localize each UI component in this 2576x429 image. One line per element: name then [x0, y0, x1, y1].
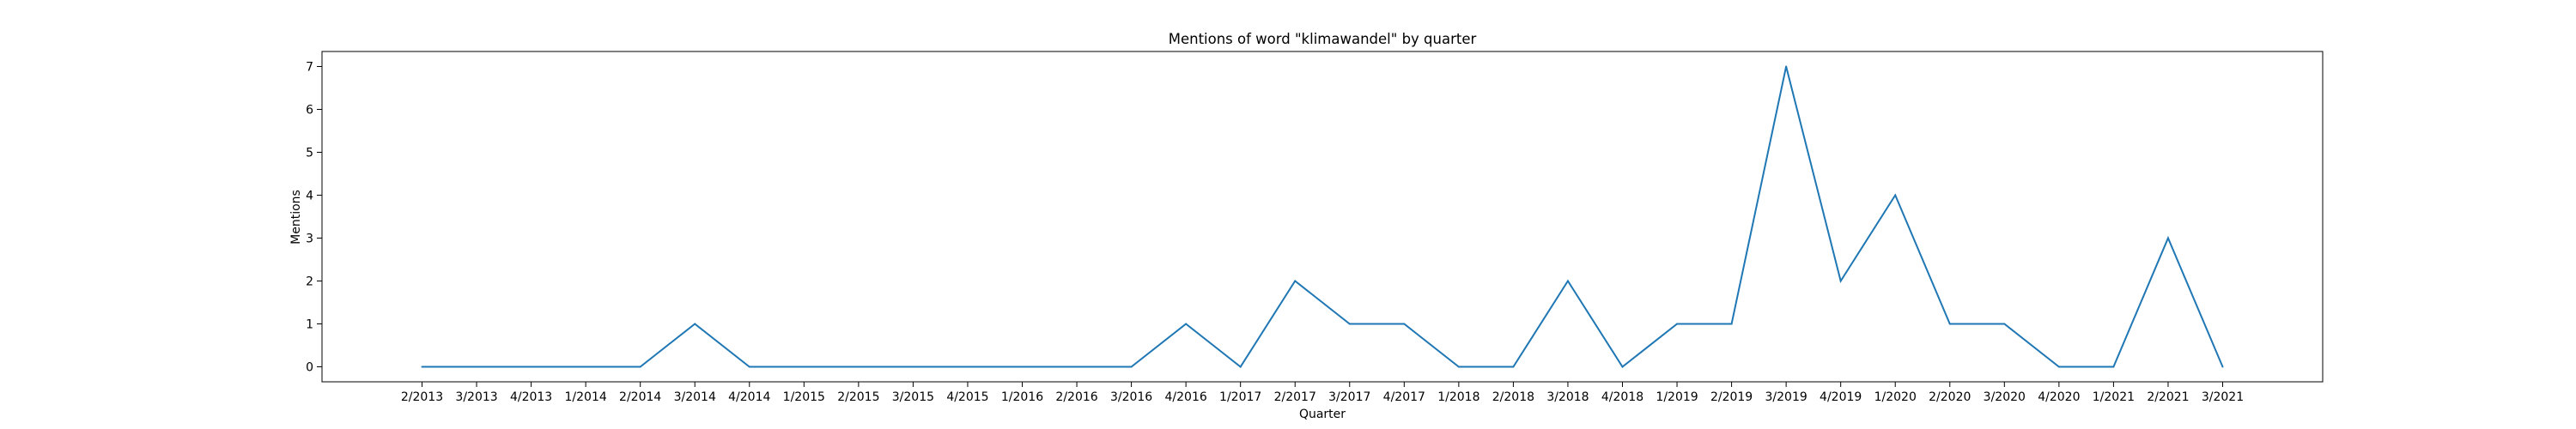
x-tick-label: 4/2014: [728, 390, 770, 404]
data-point: [1457, 366, 1460, 368]
data-point: [2166, 237, 2169, 239]
data-point: [912, 366, 914, 368]
x-tick-label: 3/2017: [1328, 390, 1370, 404]
x-tick-label: 1/2019: [1656, 390, 1698, 404]
x-tick-label: 3/2020: [1984, 390, 2026, 404]
x-tick-label: 2/2015: [837, 390, 879, 404]
data-point: [1566, 280, 1569, 282]
x-tick-label: 2/2018: [1492, 390, 1534, 404]
data-point: [1512, 366, 1515, 368]
data-point: [1130, 366, 1133, 368]
data-point: [1948, 323, 1951, 325]
y-tick-label: 0: [306, 361, 313, 375]
y-axis-title: Mentions: [289, 190, 303, 245]
data-point: [966, 366, 969, 368]
x-tick-label: 1/2015: [783, 390, 825, 404]
x-tick-label: 2/2017: [1274, 390, 1316, 404]
x-tick-label: 4/2015: [946, 390, 988, 404]
y-tick-label: 4: [306, 190, 313, 203]
x-tick-label: 3/2019: [1765, 390, 1807, 404]
data-point: [639, 366, 641, 368]
y-tick-label: 6: [306, 104, 313, 118]
x-tick-label: 1/2016: [1001, 390, 1043, 404]
data-point: [421, 366, 423, 368]
x-tick-label: 3/2016: [1110, 390, 1152, 404]
x-tick-label: 4/2017: [1383, 390, 1425, 404]
data-point: [1076, 366, 1078, 368]
x-tick-label: 1/2017: [1219, 390, 1261, 404]
x-tick-label: 2/2020: [1929, 390, 1971, 404]
data-point: [1785, 65, 1788, 68]
data-point: [1021, 366, 1024, 368]
x-tick-label: 2/2016: [1055, 390, 1097, 404]
data-point: [1839, 280, 1842, 282]
x-tick-label: 1/2014: [565, 390, 607, 404]
x-tick-label: 4/2018: [1601, 390, 1643, 404]
x-tick-label: 4/2020: [2038, 390, 2080, 404]
x-tick-label: 3/2018: [1546, 390, 1589, 404]
x-tick-label: 1/2020: [1874, 390, 1917, 404]
x-tick-label: 4/2019: [1820, 390, 1862, 404]
y-tick-label: 3: [306, 233, 313, 246]
data-point: [1239, 366, 1242, 368]
plot-area: [321, 51, 2324, 383]
x-tick-label: 2/2013: [401, 390, 443, 404]
data-point: [530, 366, 532, 368]
x-tick-label: 1/2021: [2093, 390, 2135, 404]
series-line: [422, 66, 2224, 368]
data-point: [1294, 280, 1297, 282]
data-point: [857, 366, 860, 368]
y-tick-label: 1: [306, 318, 313, 332]
y-tick-label: 7: [306, 61, 313, 75]
y-axis: 0 1 2 3 4 5 6 7: [306, 61, 322, 375]
chart-title: Mentions of word "klimawandel" by quarte…: [1169, 31, 1477, 47]
data-point: [585, 366, 587, 368]
y-tick-label: 2: [306, 275, 313, 289]
x-tick-label: 2/2021: [2147, 390, 2189, 404]
x-axis: 2/2013 3/2013 4/2013 1/2014 2/2014 3/2014 4/20…: [401, 382, 2244, 404]
data-point: [1894, 194, 1897, 196]
data-point: [1730, 323, 1733, 325]
data-point: [2057, 366, 2060, 368]
series-points: [421, 65, 2224, 368]
x-tick-label: 1/2018: [1437, 390, 1479, 404]
data-point: [2112, 366, 2115, 368]
data-point: [1348, 323, 1351, 325]
x-tick-label: 4/2016: [1165, 390, 1207, 404]
x-tick-label: 3/2021: [2202, 390, 2244, 404]
data-point: [1676, 323, 1679, 325]
data-point: [803, 366, 805, 368]
data-point: [748, 366, 750, 368]
data-point: [694, 323, 696, 325]
data-point: [2003, 323, 2006, 325]
x-tick-label: 4/2013: [510, 390, 552, 404]
data-point: [1185, 323, 1188, 325]
x-tick-label: 2/2014: [619, 390, 661, 404]
y-tick-label: 5: [306, 147, 313, 160]
data-point: [476, 366, 478, 368]
x-tick-label: 3/2014: [674, 390, 716, 404]
data-point: [1403, 323, 1406, 325]
x-tick-label: 3/2015: [892, 390, 934, 404]
data-point: [1621, 366, 1624, 368]
x-tick-label: 3/2013: [455, 390, 497, 404]
x-axis-title: Quarter: [1299, 408, 1346, 421]
data-point: [2221, 366, 2224, 368]
x-tick-label: 2/2019: [1710, 390, 1753, 404]
